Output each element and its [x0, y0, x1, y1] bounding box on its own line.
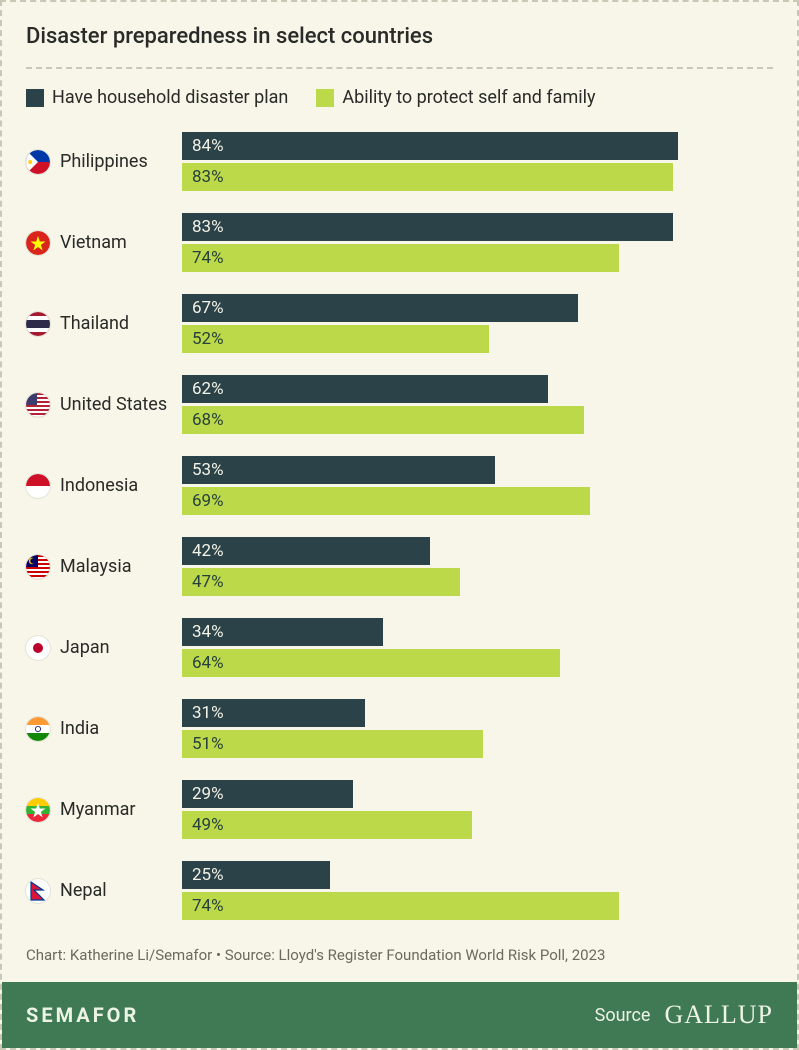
country-bars: 84% 83% [182, 132, 773, 191]
flag-icon [26, 231, 50, 255]
flag-icon [26, 474, 50, 498]
legend-label-1: Have household disaster plan [52, 87, 288, 108]
country-label: Japan [60, 637, 172, 658]
bar-series1: 29% [182, 780, 353, 808]
legend-item-2: Ability to protect self and family [316, 87, 595, 108]
country-row: Malaysia 42% 47% [26, 537, 773, 596]
bar-series2: 47% [182, 568, 460, 596]
bar-series1: 25% [182, 861, 330, 889]
bar-series1: 84% [182, 132, 678, 160]
country-bars: 67% 52% [182, 294, 773, 353]
country-row: Philippines 84% 83% [26, 132, 773, 191]
country-label: Nepal [60, 880, 172, 901]
footer-source-label: Source [595, 1005, 651, 1026]
flag-icon [26, 312, 50, 336]
bar-series2: 52% [182, 325, 489, 353]
legend-swatch-2 [316, 89, 334, 107]
country-row: Japan 34% 64% [26, 618, 773, 677]
bar-series2: 68% [182, 406, 584, 434]
bar-series1: 31% [182, 699, 365, 727]
country-bars: 42% 47% [182, 537, 773, 596]
country-bars: 29% 49% [182, 780, 773, 839]
legend-swatch-1 [26, 89, 44, 107]
bar-series1: 34% [182, 618, 383, 646]
country-row: Vietnam 83% 74% [26, 213, 773, 272]
flag-icon [26, 555, 50, 579]
country-label: Myanmar [60, 799, 172, 820]
bar-series1: 62% [182, 375, 548, 403]
bar-series2: 74% [182, 892, 619, 920]
flag-icon [26, 393, 50, 417]
chart-rows: Philippines 84% 83% Vietnam 83% 74% Thai… [26, 132, 773, 920]
country-bars: 31% 51% [182, 699, 773, 758]
bar-series2: 83% [182, 163, 673, 191]
flag-icon [26, 150, 50, 174]
country-bars: 62% 68% [182, 375, 773, 434]
country-bars: 83% 74% [182, 213, 773, 272]
flag-icon [26, 798, 50, 822]
bar-series1: 53% [182, 456, 495, 484]
country-row: India 31% 51% [26, 699, 773, 758]
chart-credit: Chart: Katherine Li/Semafor • Source: Ll… [26, 946, 773, 982]
footer: SEMAFOR Source GALLUP [2, 982, 797, 1048]
country-bars: 25% 74% [182, 861, 773, 920]
bar-series2: 69% [182, 487, 590, 515]
legend-label-2: Ability to protect self and family [342, 87, 595, 108]
country-row: Nepal 25% 74% [26, 861, 773, 920]
country-bars: 34% 64% [182, 618, 773, 677]
bar-series1: 67% [182, 294, 578, 322]
country-label: Vietnam [60, 232, 172, 253]
bar-series2: 64% [182, 649, 560, 677]
country-row: United States 62% 68% [26, 375, 773, 434]
country-label: Philippines [60, 151, 172, 172]
country-label: Thailand [60, 313, 172, 334]
country-row: Myanmar 29% 49% [26, 780, 773, 839]
bar-series2: 49% [182, 811, 472, 839]
country-bars: 53% 69% [182, 456, 773, 515]
country-row: Indonesia 53% 69% [26, 456, 773, 515]
footer-source-name: GALLUP [664, 1000, 773, 1030]
country-label: India [60, 718, 172, 739]
bar-series1: 42% [182, 537, 430, 565]
flag-icon [26, 717, 50, 741]
flag-icon [26, 879, 50, 903]
chart-title: Disaster preparedness in select countrie… [26, 24, 773, 69]
bar-series1: 83% [182, 213, 673, 241]
country-label: Indonesia [60, 475, 172, 496]
footer-source: Source GALLUP [595, 1000, 773, 1030]
chart-container: Disaster preparedness in select countrie… [0, 0, 799, 1050]
legend: Have household disaster plan Ability to … [26, 87, 773, 108]
country-label: United States [60, 394, 172, 415]
footer-brand: SEMAFOR [26, 1003, 139, 1027]
flag-icon [26, 636, 50, 660]
legend-item-1: Have household disaster plan [26, 87, 288, 108]
bar-series2: 51% [182, 730, 483, 758]
country-row: Thailand 67% 52% [26, 294, 773, 353]
country-label: Malaysia [60, 556, 172, 577]
bar-series2: 74% [182, 244, 619, 272]
